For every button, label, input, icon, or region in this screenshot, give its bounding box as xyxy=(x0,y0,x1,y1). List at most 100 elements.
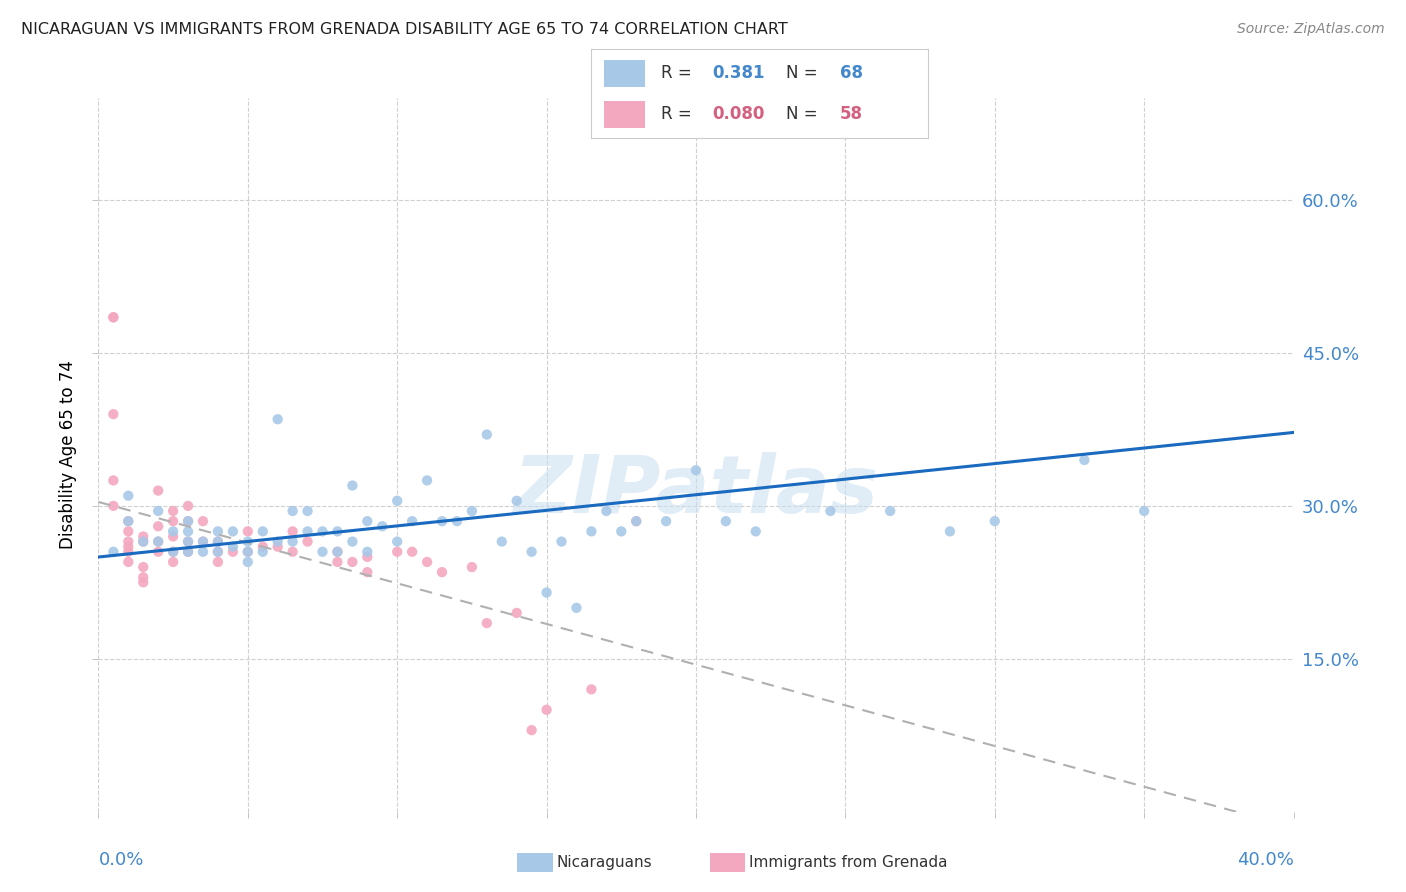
Point xyxy=(581,682,603,697)
Point xyxy=(356,545,378,559)
Point xyxy=(595,504,617,518)
Point xyxy=(148,519,170,533)
Point xyxy=(745,524,768,539)
Point xyxy=(162,504,184,518)
Point xyxy=(177,545,200,559)
Point xyxy=(1133,504,1156,518)
Point xyxy=(148,534,170,549)
Point xyxy=(103,310,125,325)
Bar xyxy=(605,60,644,87)
Point xyxy=(132,575,155,590)
Point xyxy=(117,514,139,528)
Point xyxy=(401,545,423,559)
Point xyxy=(326,545,349,559)
Point xyxy=(984,514,1007,528)
Point xyxy=(506,493,529,508)
Point xyxy=(385,493,409,508)
Point xyxy=(297,534,319,549)
Point xyxy=(626,514,648,528)
Point xyxy=(536,585,558,599)
Point xyxy=(236,534,259,549)
Point xyxy=(236,555,259,569)
Point xyxy=(1073,453,1095,467)
Point xyxy=(236,524,259,539)
Point xyxy=(103,407,125,421)
Point xyxy=(191,534,214,549)
Point xyxy=(162,529,184,543)
Point xyxy=(191,534,214,549)
Point xyxy=(148,483,170,498)
Point xyxy=(177,524,200,539)
Point xyxy=(207,534,229,549)
Point xyxy=(267,412,290,426)
Point xyxy=(132,570,155,584)
Point xyxy=(626,514,648,528)
Point xyxy=(148,504,170,518)
Point xyxy=(148,545,170,559)
Point xyxy=(520,723,543,738)
Y-axis label: Disability Age 65 to 74: Disability Age 65 to 74 xyxy=(59,360,77,549)
Text: 0.0%: 0.0% xyxy=(98,851,143,869)
Text: 68: 68 xyxy=(841,64,863,82)
Point xyxy=(281,545,304,559)
Point xyxy=(685,463,707,477)
Point xyxy=(162,545,184,559)
Point xyxy=(252,524,274,539)
Point xyxy=(207,545,229,559)
Point xyxy=(132,529,155,543)
Point xyxy=(581,524,603,539)
Point xyxy=(162,514,184,528)
Point xyxy=(236,545,259,559)
Point xyxy=(222,540,245,554)
Point xyxy=(520,545,543,559)
Point xyxy=(311,524,333,539)
Point xyxy=(162,545,184,559)
Point xyxy=(342,534,364,549)
Point xyxy=(297,524,319,539)
Point xyxy=(117,555,139,569)
Point xyxy=(162,524,184,539)
Point xyxy=(148,534,170,549)
Point xyxy=(103,474,125,488)
Point xyxy=(342,478,364,492)
Point xyxy=(565,600,588,615)
Text: 0.381: 0.381 xyxy=(711,64,765,82)
Point xyxy=(655,514,678,528)
Point xyxy=(177,534,200,549)
Point xyxy=(610,524,633,539)
Point xyxy=(267,540,290,554)
Point xyxy=(820,504,842,518)
Text: 0.080: 0.080 xyxy=(711,105,765,123)
Point xyxy=(177,534,200,549)
Point xyxy=(252,545,274,559)
Point xyxy=(326,555,349,569)
Point xyxy=(222,545,245,559)
Point xyxy=(117,524,139,539)
Point xyxy=(311,545,333,559)
Point xyxy=(132,534,155,549)
Point xyxy=(939,524,962,539)
Point xyxy=(236,545,259,559)
Point xyxy=(401,514,423,528)
Point xyxy=(117,534,139,549)
Text: R =: R = xyxy=(661,105,697,123)
Point xyxy=(461,560,484,574)
Point xyxy=(430,514,453,528)
Point xyxy=(416,555,439,569)
Point xyxy=(281,534,304,549)
Point xyxy=(207,545,229,559)
Bar xyxy=(605,101,644,128)
Point xyxy=(103,499,125,513)
Point xyxy=(356,514,378,528)
Point xyxy=(342,555,364,569)
Point xyxy=(132,560,155,574)
Point xyxy=(207,555,229,569)
Point xyxy=(207,524,229,539)
Point xyxy=(191,545,214,559)
Point xyxy=(356,565,378,579)
Point xyxy=(550,534,572,549)
Point xyxy=(177,514,200,528)
Point xyxy=(536,703,558,717)
Point xyxy=(222,524,245,539)
Point xyxy=(475,427,498,442)
